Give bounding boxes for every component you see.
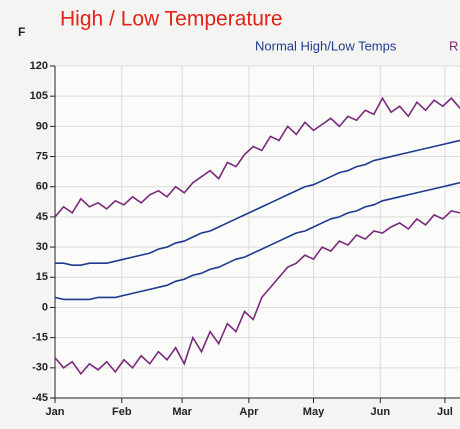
series-line xyxy=(54,96,460,218)
y-tick-label: 30 xyxy=(36,241,48,253)
y-tick-label: 105 xyxy=(30,90,48,102)
legend-entry: Normal High/Low Temps xyxy=(255,38,397,53)
series-line xyxy=(55,139,460,267)
x-tick-label: Jul xyxy=(437,406,453,418)
y-tick-label: 120 xyxy=(30,60,48,72)
series-line xyxy=(54,209,460,376)
y-tick-label: 15 xyxy=(36,271,48,283)
chart-title: High / Low Temperature xyxy=(60,8,283,31)
y-tick-label: 60 xyxy=(36,181,48,193)
legend-entry: R xyxy=(449,38,458,53)
x-tick-label: Feb xyxy=(112,406,132,418)
y-axis-label: F xyxy=(18,25,25,39)
y-tick-label: 0 xyxy=(42,301,48,313)
y-tick-label: 90 xyxy=(36,120,48,132)
x-tick-label: Jun xyxy=(371,406,391,418)
series-line xyxy=(54,181,460,301)
y-tick-label: -45 xyxy=(32,392,48,404)
plot-area xyxy=(52,66,460,398)
x-tick-label: Mar xyxy=(172,406,192,418)
y-tick-label: -15 xyxy=(32,332,48,344)
x-tick-label: Apr xyxy=(239,406,259,418)
y-tick-label: 75 xyxy=(36,150,48,162)
y-tick-label: 45 xyxy=(36,211,48,223)
x-tick-label: Jan xyxy=(46,406,65,418)
x-tick-label: May xyxy=(303,406,325,418)
y-tick-label: -30 xyxy=(32,362,48,374)
